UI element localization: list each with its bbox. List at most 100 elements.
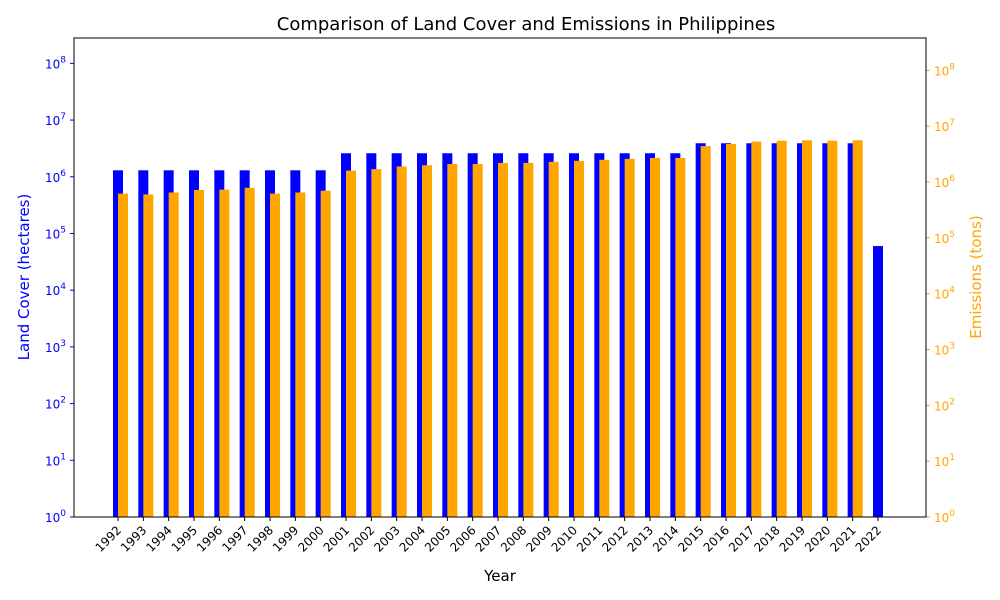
y-left-tick-label: 100 — [45, 509, 66, 525]
y-left-tick-label: 105 — [45, 225, 66, 241]
x-axis-label: Year — [483, 567, 517, 585]
x-tick-label: 2001 — [321, 523, 352, 554]
bar-emissions — [143, 194, 154, 517]
bar-emissions — [219, 189, 230, 517]
bar-emissions — [751, 141, 762, 517]
tick-exponent: 8 — [60, 55, 66, 65]
right-axis: 100 101 102 103 104 1 0 5 106 107 108 — [926, 62, 955, 525]
bar-emissions — [244, 187, 255, 518]
tick-exponent: 0 — [60, 509, 66, 519]
y-right-tick-label: 100 — [934, 509, 955, 525]
bar-emissions — [320, 190, 331, 518]
tick-exponent: 4 — [60, 282, 66, 292]
x-tick-label: 2016 — [701, 523, 732, 554]
x-tick-label: 2014 — [650, 523, 681, 554]
x-tick-label: 2008 — [498, 523, 529, 554]
tick-exponent: 5 — [60, 225, 66, 235]
x-tick-label: 2012 — [599, 523, 630, 554]
y-right-tick-label: 104 — [934, 286, 955, 302]
x-tick-label: 2009 — [523, 523, 554, 554]
y-right-tick-label: 103 — [934, 342, 955, 358]
bar-emissions — [852, 140, 863, 517]
x-tick-label: 2017 — [726, 523, 757, 554]
y-left-tick-label: 107 — [45, 112, 66, 128]
x-tick-label: 2021 — [827, 523, 858, 554]
tick-exponent: 1 — [60, 452, 66, 462]
tick-exponent: 2 — [60, 396, 66, 406]
tick-exponent: 5 — [949, 230, 955, 240]
bar-emissions — [295, 192, 306, 517]
chart-title: Comparison of Land Cover and Emissions i… — [277, 14, 776, 35]
x-axis: 1992199319941995199619971998199920002001… — [93, 517, 884, 555]
x-tick-label: 1994 — [143, 523, 174, 554]
x-tick-label: 2006 — [447, 523, 478, 554]
bar-land-cover — [873, 246, 883, 518]
y-left-tick-label: 104 — [45, 282, 66, 298]
tick-exponent: 6 — [949, 174, 955, 184]
x-tick-label: 1992 — [93, 523, 124, 554]
x-tick-label: 1997 — [219, 523, 250, 554]
y-right-tick-label: 108 — [934, 62, 955, 78]
bar-emissions — [118, 193, 128, 517]
y-right-tick-label: 106 — [934, 174, 955, 190]
bar-emissions — [650, 157, 660, 517]
x-tick-label: 1996 — [194, 523, 225, 554]
bar-emissions — [346, 170, 356, 517]
bar-emissions — [726, 143, 736, 518]
x-tick-label: 2005 — [422, 523, 453, 554]
x-tick-label: 2002 — [346, 523, 377, 554]
x-tick-label: 2000 — [295, 523, 326, 554]
y-axis-right-label: Emissions (tons) — [967, 215, 985, 338]
tick-exponent: 7 — [60, 112, 66, 122]
y-left-tick-label: 102 — [45, 396, 66, 412]
bars-layer — [113, 140, 883, 518]
y-left-tick-label: 108 — [45, 55, 66, 71]
bar-emissions — [194, 189, 204, 518]
y-axis-left-label: Land Cover (hectares) — [15, 194, 33, 361]
y-left-tick-label: 103 — [45, 339, 66, 355]
tick-exponent: 8 — [949, 62, 955, 72]
bar-emissions — [574, 160, 584, 518]
bar-emissions — [447, 164, 458, 518]
y-left-tick-label: 106 — [45, 169, 66, 185]
tick-exponent: 3 — [949, 342, 955, 352]
x-tick-label: 2011 — [574, 523, 605, 554]
bar-emissions — [472, 164, 483, 518]
y-right-tick-label: 101 — [934, 453, 955, 469]
bar-emissions — [827, 140, 838, 517]
x-tick-label: 1999 — [270, 523, 301, 554]
x-tick-label: 2022 — [853, 523, 884, 554]
x-tick-label: 2007 — [473, 523, 504, 554]
bar-emissions — [675, 157, 686, 517]
bar-emissions — [270, 193, 280, 517]
tick-exponent: 7 — [949, 118, 955, 128]
bar-emissions — [396, 166, 407, 517]
x-tick-label: 1998 — [245, 523, 276, 554]
bar-emissions — [624, 158, 635, 518]
tick-exponent: 4 — [949, 286, 955, 296]
bar-emissions — [599, 159, 610, 517]
bar-emissions — [776, 140, 787, 517]
tick-exponent: 2 — [949, 397, 955, 407]
bar-emissions — [168, 192, 179, 517]
tick-exponent: 1 — [949, 453, 955, 463]
y-right-tick-label: 102 — [934, 397, 955, 413]
x-tick-label: 2010 — [549, 523, 580, 554]
bar-emissions — [548, 161, 559, 517]
bar-emissions — [371, 169, 382, 517]
bar-emissions — [523, 162, 534, 517]
y-right-tick-label: 107 — [934, 118, 955, 134]
x-tick-label: 2019 — [777, 523, 808, 554]
bar-emissions — [802, 140, 812, 517]
x-tick-label: 2015 — [675, 523, 706, 554]
tick-exponent: 0 — [949, 509, 955, 519]
x-tick-label: 2013 — [625, 523, 656, 554]
bar-emissions — [700, 146, 711, 517]
x-tick-label: 2003 — [371, 523, 402, 554]
x-tick-label: 2004 — [397, 523, 428, 554]
x-tick-label: 2020 — [802, 523, 833, 554]
bar-emissions — [422, 165, 432, 517]
